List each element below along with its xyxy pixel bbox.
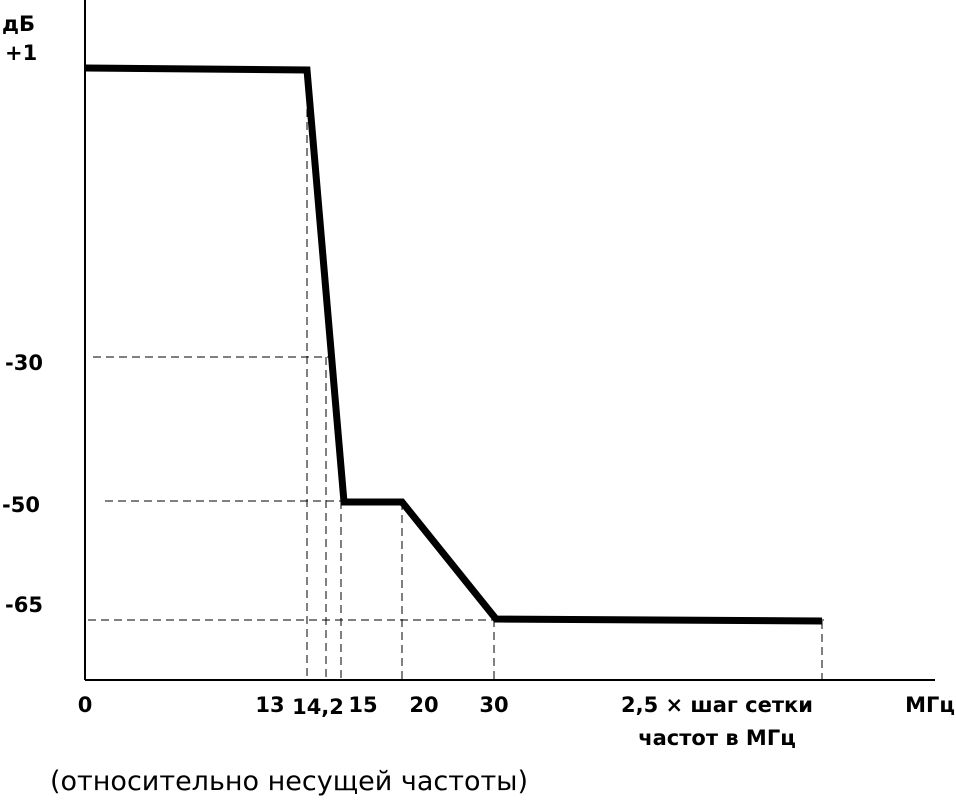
x-label: 0 bbox=[78, 693, 93, 717]
guides bbox=[88, 70, 826, 680]
x-label: 30 bbox=[479, 693, 508, 717]
y-label: -30 bbox=[5, 351, 43, 375]
y-label: -65 bbox=[5, 593, 43, 617]
x-label: 14,2 bbox=[292, 695, 344, 719]
v-guides bbox=[306, 70, 823, 680]
x-label: 15 bbox=[348, 693, 377, 717]
x-label: частот в МГц bbox=[638, 726, 796, 750]
caption: (относительно несущей частоты) bbox=[50, 766, 528, 797]
x-label: 13 bbox=[255, 693, 284, 717]
y-label: +1 bbox=[5, 41, 37, 65]
y-unit: дБ bbox=[2, 12, 35, 36]
x-label: 2,5 × шаг сетки bbox=[621, 693, 813, 717]
x-label: 20 bbox=[409, 693, 438, 717]
y-label: -50 bbox=[2, 493, 40, 517]
mask-curve bbox=[84, 64, 823, 625]
x-unit: МГц bbox=[905, 693, 955, 717]
h-guides bbox=[88, 356, 826, 621]
